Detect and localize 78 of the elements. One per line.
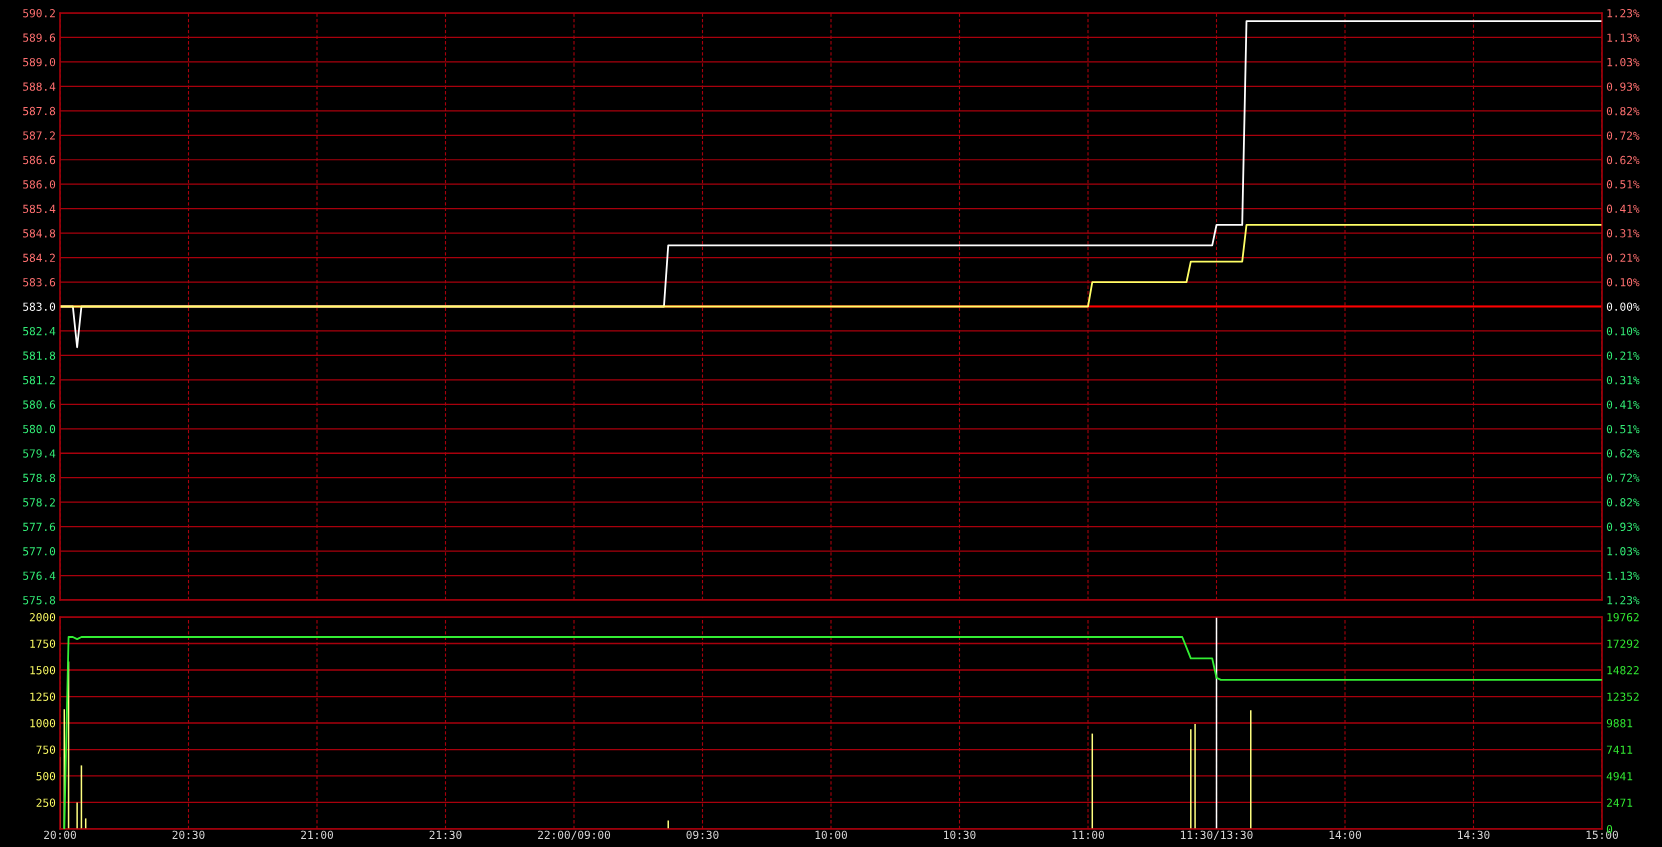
y2-tick-label: 0.62% [1606, 155, 1640, 165]
y-tick-label: 577.6 [23, 522, 56, 532]
x-tick-label: 21:30 [429, 830, 462, 840]
y2-tick-label: 0.21% [1606, 253, 1640, 262]
y2-tick-label: 0.31% [1606, 375, 1640, 385]
y-tick-label: 583.0 [23, 302, 56, 311]
x-tick-label: 11:00 [1072, 830, 1104, 840]
y-tick-label: 750 [36, 745, 56, 754]
y2-tick-label: 0.72% [1606, 473, 1640, 483]
x-tick-label: 10:00 [815, 830, 847, 840]
x-tick-label: 14:30 [1458, 830, 1490, 840]
y-tick-label: 1000 [30, 719, 56, 728]
y2-tick-label: 0.21% [1606, 351, 1640, 360]
y2-tick-label: 1.13% [1607, 571, 1640, 580]
y-tick-label: 579.4 [23, 449, 56, 458]
y2-tick-label: 12352 [1607, 692, 1639, 701]
y2-tick-label: 1.03% [1607, 57, 1640, 67]
y2-tick-label: 0.00% [1606, 302, 1640, 311]
x-tick-label: 09:30 [686, 830, 719, 840]
y-tick-label: 500 [36, 772, 56, 781]
y-tick-label: 1250 [30, 692, 56, 701]
y2-tick-label: 0.72% [1606, 131, 1640, 140]
y2-tick-label: 1.13% [1607, 33, 1640, 42]
y2-tick-label: 0.31% [1606, 229, 1640, 238]
y-tick-label: 589.6 [23, 33, 56, 42]
y-tick-label: 578.8 [23, 473, 56, 483]
y2-tick-label: 0.41% [1606, 204, 1640, 213]
x-tick-label: 11:30/13:30 [1181, 830, 1253, 840]
y2-tick-label: 7411 [1606, 745, 1633, 754]
y2-tick-label: 17292 [1607, 639, 1639, 648]
y-tick-label: 1500 [30, 666, 56, 675]
y-tick-label: 583.6 [23, 278, 56, 287]
y2-tick-label: 19762 [1607, 613, 1639, 622]
y-tick-label: 586.6 [23, 155, 56, 165]
y-tick-label: 584.8 [23, 229, 56, 238]
x-tick-label: 20:00 [44, 830, 76, 840]
y-tick-label: 580.0 [23, 424, 56, 434]
y-tick-label: 586.0 [23, 180, 56, 189]
y-tick-label: 582.4 [23, 326, 56, 336]
y-tick-label: 577.0 [23, 547, 56, 556]
y2-tick-label: 2471 [1606, 798, 1633, 807]
x-tick-label: 10:30 [944, 830, 976, 840]
x-tick-label: 20:30 [172, 830, 205, 840]
y2-tick-label: 1.23% [1607, 9, 1640, 18]
y-tick-label: 575.8 [23, 596, 56, 605]
y2-tick-label: 0.51% [1606, 424, 1640, 434]
x-tick-label: 21:00 [301, 830, 333, 840]
y2-tick-label: 0.93% [1606, 522, 1640, 531]
y2-tick-label: 14822 [1607, 666, 1639, 675]
y2-tick-label: 0.62% [1606, 449, 1640, 458]
y-tick-label: 587.8 [23, 106, 56, 116]
y-tick-label: 584.2 [23, 253, 55, 262]
y-tick-label: 250 [36, 798, 56, 807]
x-tick-label: 14:00 [1329, 830, 1361, 840]
y-tick-label: 581.8 [23, 351, 56, 360]
y-tick-label: 576.4 [23, 571, 56, 580]
y2-tick-label: 0.51% [1606, 180, 1640, 189]
y2-tick-label: 0.82% [1606, 498, 1640, 507]
y-tick-label: 578.2 [23, 498, 55, 507]
y2-tick-label: 0.82% [1606, 106, 1640, 116]
y2-tick-label: 0.10% [1606, 326, 1640, 336]
y-tick-label: 588.4 [23, 82, 56, 91]
y2-tick-label: 4941 [1606, 772, 1633, 781]
y2-tick-label: 0.41% [1606, 400, 1640, 409]
y2-tick-label: 0.93% [1606, 82, 1640, 91]
y-tick-label: 580.6 [23, 400, 56, 409]
y-tick-label: 587.2 [23, 131, 55, 140]
y-tick-label: 585.4 [23, 204, 56, 214]
y-tick-label: 590.2 [23, 9, 55, 18]
y-tick-label: 2000 [29, 613, 56, 622]
y-tick-label: 589.0 [23, 57, 56, 67]
x-tick-label: 22:00/09:00 [538, 830, 611, 840]
y2-tick-label: 9881 [1606, 719, 1633, 728]
y2-tick-label: 1.03% [1607, 547, 1640, 556]
y2-tick-label: 1.23% [1607, 596, 1640, 605]
y2-tick-label: 0.10% [1606, 278, 1640, 287]
y-tick-label: 581.2 [23, 375, 55, 385]
y-tick-label: 1750 [30, 639, 56, 648]
